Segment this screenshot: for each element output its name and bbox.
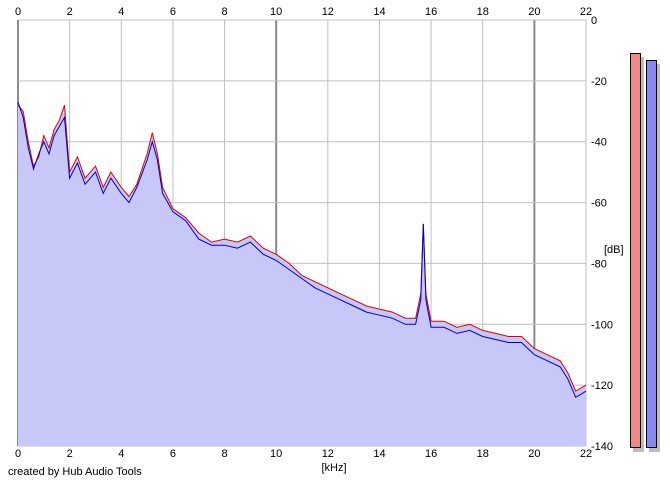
x-axis-label: [kHz] (321, 462, 346, 474)
x-tick-bottom-6: 12 (322, 448, 334, 460)
x-tick-bottom-11: 22 (580, 448, 592, 460)
series-line-left (17, 104, 587, 392)
credit-text: created by Hub Audio Tools (8, 466, 142, 478)
x-tick-top-10: 20 (528, 6, 540, 18)
level-meter-right (646, 59, 657, 448)
x-tick-top-7: 14 (373, 6, 385, 18)
y-tick-7: -140 (591, 441, 613, 453)
x-tick-bottom-4: 8 (221, 448, 227, 460)
level-meter-left (630, 53, 641, 448)
x-tick-bottom-2: 4 (118, 448, 124, 460)
x-tick-labels-top: 0 2 4 6 8 10 12 14 16 18 20 22 (15, 6, 592, 18)
y-tick-3: -60 (591, 198, 607, 210)
x-tick-top-2: 4 (118, 6, 124, 18)
x-tick-bottom-10: 20 (528, 448, 540, 460)
x-tick-bottom-1: 2 (67, 448, 73, 460)
x-tick-labels-bottom: 0 2 4 6 8 10 12 14 16 18 20 22 (15, 448, 592, 460)
x-tick-top-0: 0 (15, 6, 21, 18)
x-tick-bottom-7: 14 (373, 448, 385, 460)
x-tick-top-8: 16 (425, 6, 437, 18)
y-tick-0: 0 (591, 15, 597, 27)
x-tick-top-6: 12 (322, 6, 334, 18)
y-tick-labels: 0 -20 -40 -60 -80 -100 -120 -140 (591, 15, 613, 453)
y-tick-2: -40 (591, 137, 607, 149)
x-tick-top-1: 2 (67, 6, 73, 18)
x-tick-top-5: 10 (270, 6, 282, 18)
y-axis-label: [dB] (604, 244, 624, 256)
y-tick-6: -120 (591, 380, 613, 392)
x-tick-top-4: 8 (221, 6, 227, 18)
x-tick-top-3: 6 (170, 6, 176, 18)
x-tick-bottom-0: 0 (15, 448, 21, 460)
x-tick-bottom-9: 18 (477, 448, 489, 460)
x-tick-bottom-8: 16 (425, 448, 437, 460)
x-tick-top-11: 22 (580, 6, 592, 18)
spectrum-fill (18, 102, 586, 446)
y-tick-5: -100 (591, 319, 613, 331)
x-tick-bottom-5: 10 (270, 448, 282, 460)
y-tick-1: -20 (591, 76, 607, 88)
x-tick-top-9: 18 (477, 6, 489, 18)
y-tick-4: -80 (591, 258, 607, 270)
x-tick-bottom-3: 6 (170, 448, 176, 460)
series-line-right (17, 102, 587, 399)
